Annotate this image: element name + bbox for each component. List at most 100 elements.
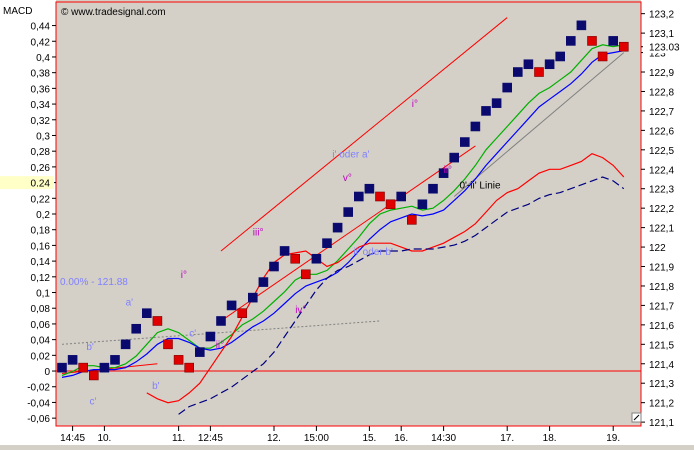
x-tick-label: 19.	[606, 433, 620, 444]
wave-annotation: ii' oder b'	[354, 247, 393, 258]
box-up	[57, 362, 67, 373]
left-tick-label: 0,4	[36, 53, 50, 64]
box-up	[396, 191, 407, 202]
right-tick-label: 123	[649, 49, 666, 60]
box-down	[152, 316, 163, 326]
bottom-axis-panel	[56, 426, 641, 445]
wave-annotation: ii°	[216, 340, 224, 351]
trend-line	[61, 363, 158, 374]
series-line	[61, 50, 624, 378]
box-up	[279, 246, 290, 256]
right-tick-label: 121,3	[649, 379, 674, 390]
right-tick-label: 122,4	[649, 165, 674, 176]
wave-annotation: v°	[343, 173, 352, 184]
plot-content: iii° i° i' oder a' v° ii° 0'-ii' Linie iii° ii'…	[56, 0, 641, 415]
right-tick-label: 121,9	[649, 263, 674, 274]
wave-annotation: iii°	[555, 0, 566, 1]
box-up	[491, 98, 502, 108]
box-down	[587, 36, 597, 46]
resize-grip-icon[interactable]	[631, 412, 642, 423]
box-down	[184, 362, 194, 373]
x-tick-label: 10.	[97, 433, 111, 444]
left-tick-label: -0,04	[27, 398, 50, 409]
left-tick-label: 0,34	[31, 100, 51, 111]
left-tick-label: 0,28	[31, 147, 51, 158]
box-down	[173, 355, 184, 365]
right-tick-label: 123,1	[649, 29, 674, 40]
series-line	[61, 44, 624, 376]
x-tick-label: 17.	[500, 433, 514, 444]
wave-annotation: a'	[126, 297, 134, 308]
right-tick-label: 121,7	[649, 301, 674, 312]
box-up	[481, 106, 491, 116]
box-up	[470, 121, 481, 132]
left-tick-label: 0,26	[31, 163, 51, 174]
trend-line	[220, 17, 508, 252]
series-line	[146, 153, 625, 404]
box-up	[449, 152, 460, 163]
left-current-value: 0.24	[31, 179, 51, 190]
right-tick-label: 121,5	[649, 340, 674, 351]
right-current-marker: 123.03	[643, 40, 693, 54]
left-tick-label: 0,14	[31, 257, 51, 268]
left-tick-label: 0,32	[31, 116, 51, 127]
box-up	[459, 137, 470, 147]
wave-annotation: 0'-ii' Linie	[460, 181, 501, 192]
left-tick-label: 0,16	[31, 241, 51, 252]
right-tick-label: 122	[649, 243, 666, 254]
box-up	[322, 238, 332, 248]
box-up	[131, 323, 141, 334]
box-up	[258, 277, 269, 287]
left-tick-label: -0,06	[27, 414, 50, 425]
box-up	[353, 191, 364, 202]
box-up	[364, 183, 375, 194]
box-down	[89, 370, 99, 381]
box-down	[237, 308, 247, 318]
right-tick-label: 122,3	[649, 185, 674, 196]
right-tick-label: 122,9	[649, 68, 674, 79]
left-tick-label: 0,38	[31, 69, 51, 80]
left-tick-label: 0,08	[31, 304, 51, 315]
left-tick-label: 0,2	[36, 210, 50, 221]
box-up	[565, 36, 576, 46]
price-level-label: 0.00% - 121.88	[60, 277, 128, 288]
wave-annotation: ii°	[444, 165, 452, 176]
left-tick-label: 0,18	[31, 226, 51, 237]
right-tick-label: 121,4	[649, 360, 674, 371]
x-tick-label: 12:45	[198, 433, 223, 444]
wave-annotation: b'	[152, 381, 160, 392]
x-tick-label: 14:30	[431, 433, 456, 444]
x-tick-label: 16.	[394, 433, 408, 444]
x-tick-label: 11.	[172, 433, 185, 444]
box-up	[608, 36, 619, 46]
x-tick-label: 15.	[362, 433, 376, 444]
wave-annotation: i°	[412, 99, 418, 110]
box-up	[120, 339, 131, 350]
right-axis-ticks: 123,2 123,1 123 122,9 122,8 122,7 122,6 122,5 12…	[641, 10, 674, 429]
copyright-text: © www.tradesignal.com	[61, 7, 166, 18]
box-up	[226, 300, 237, 311]
box-up	[512, 67, 523, 77]
wave-annotation: c'	[189, 329, 196, 340]
box-up	[417, 199, 428, 210]
right-tick-label: 122,6	[649, 126, 674, 137]
box-up	[205, 331, 216, 342]
series-line	[178, 176, 625, 415]
wave-annotation: b'	[86, 342, 94, 353]
box-up	[311, 253, 322, 264]
box-up	[269, 261, 279, 272]
box-down	[300, 269, 311, 280]
box-up	[502, 82, 513, 93]
box-up	[544, 59, 555, 70]
box-up	[110, 355, 120, 365]
wave-annotation: iv°	[295, 305, 306, 316]
box-up	[248, 292, 258, 303]
box-up	[195, 347, 205, 357]
left-tick-label: 0	[44, 367, 50, 378]
x-tick-label: 15:00	[304, 433, 329, 444]
left-tick-label: 0,12	[31, 273, 51, 284]
box-up	[99, 362, 110, 373]
right-tick-label: 122,5	[649, 146, 674, 157]
left-axis-panel	[0, 0, 56, 445]
